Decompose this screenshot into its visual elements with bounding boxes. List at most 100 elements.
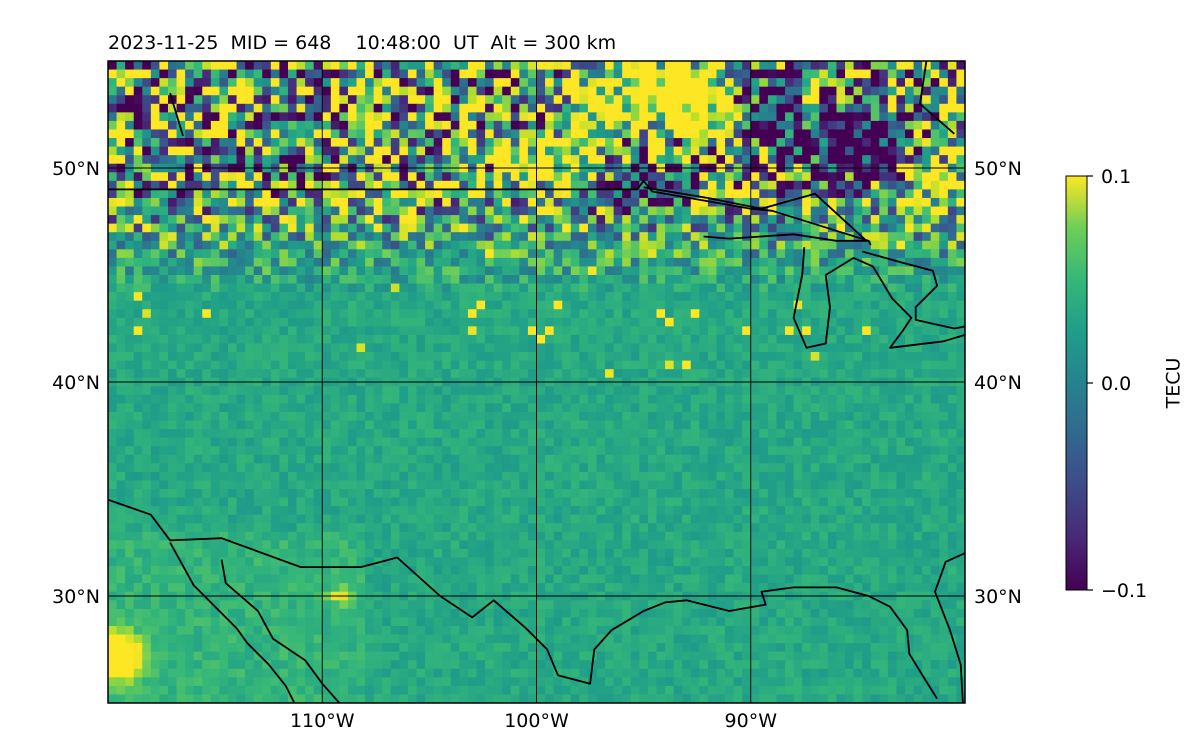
tec-cell <box>887 129 898 139</box>
tec-cell <box>416 240 426 250</box>
tec-cell <box>356 317 366 327</box>
tec-cell <box>613 215 623 225</box>
tec-cell <box>425 411 435 422</box>
tec-cell <box>725 86 735 96</box>
tec-cell <box>519 86 529 96</box>
tec-cell <box>116 420 126 430</box>
tec-cell <box>622 257 632 268</box>
tec-cell <box>810 454 820 464</box>
tec-cell <box>733 112 743 122</box>
tec-cell <box>622 360 632 370</box>
tec-cell <box>262 232 272 242</box>
tec-cell <box>862 369 872 379</box>
tec-cell <box>682 138 692 148</box>
tec-cell <box>485 172 495 182</box>
tec-cell <box>956 120 965 131</box>
tec-cell <box>707 103 718 113</box>
tec-cell <box>613 343 623 353</box>
tec-cell <box>759 249 769 259</box>
tec-cell <box>767 446 778 456</box>
tec-cell <box>776 437 786 447</box>
tec-cell <box>296 206 306 216</box>
tec-cell <box>485 95 495 105</box>
tec-cell <box>425 343 435 353</box>
tec-cell <box>785 420 795 430</box>
tec-cell <box>287 257 298 268</box>
tec-cell <box>622 454 632 464</box>
tec-cell <box>905 343 915 353</box>
tec-cell <box>836 103 846 113</box>
tec-cell <box>605 69 615 79</box>
tec-cell <box>356 78 366 88</box>
tec-cell <box>605 326 615 336</box>
tec-cell <box>347 206 358 216</box>
tec-cell <box>862 249 872 259</box>
tec-cell <box>673 446 683 456</box>
tec-cell <box>467 480 478 490</box>
tec-cell <box>845 155 855 165</box>
tec-cell <box>322 215 332 225</box>
tec-cell <box>167 394 178 404</box>
tec-cell <box>262 394 272 404</box>
tec-cell <box>630 275 640 285</box>
tec-cell <box>716 386 726 396</box>
tec-cell <box>253 386 263 396</box>
tec-cell <box>819 275 829 285</box>
tec-cell <box>570 197 580 208</box>
tec-cell <box>313 86 323 96</box>
tec-cell <box>639 300 649 310</box>
tec-cell <box>759 437 769 447</box>
tec-cell <box>416 386 426 396</box>
tec-cell <box>442 112 452 122</box>
tec-cell <box>270 420 280 430</box>
tec-cell <box>502 129 512 139</box>
tec-cell <box>116 437 126 447</box>
tec-cell <box>553 283 563 293</box>
tec-cell <box>245 197 255 208</box>
tec-cell <box>605 352 615 362</box>
tec-cell <box>142 437 152 447</box>
tec-cell <box>150 257 161 268</box>
tec-cell <box>939 429 949 439</box>
tec-cell <box>887 61 898 71</box>
tec-cell <box>913 61 923 71</box>
tec-cell <box>939 223 949 233</box>
tec-cell <box>536 129 546 139</box>
tec-cell <box>519 189 529 199</box>
tec-cell <box>862 206 872 216</box>
tec-cell <box>776 454 786 464</box>
tec-cell <box>510 326 520 336</box>
tec-cell <box>245 138 255 148</box>
tec-cell <box>913 446 923 456</box>
tec-cell <box>296 223 306 233</box>
tec-cell <box>116 275 126 285</box>
tec-cell <box>553 78 563 88</box>
tec-cell <box>622 471 632 482</box>
tec-cell <box>407 334 418 345</box>
tec-cell <box>682 300 692 310</box>
tec-cell <box>287 420 298 430</box>
tec-cell <box>870 112 880 122</box>
tec-cell <box>562 155 572 165</box>
tec-cell <box>390 61 400 71</box>
tec-cell <box>785 223 795 233</box>
tec-cell <box>116 172 126 182</box>
tec-cell <box>442 352 452 362</box>
tec-cell <box>467 129 478 139</box>
tec-cell <box>502 386 512 396</box>
tec-cell <box>527 420 538 430</box>
tec-cell <box>270 78 280 88</box>
tec-cell <box>930 309 940 319</box>
tec-cell <box>930 446 940 456</box>
tec-cell <box>699 249 709 259</box>
tec-cell <box>767 454 778 464</box>
tec-cell <box>887 403 898 413</box>
tec-cell <box>639 112 649 122</box>
tec-cell <box>510 129 520 139</box>
tec-cell <box>287 180 298 190</box>
tec-cell <box>365 369 375 379</box>
tec-cell <box>150 420 161 430</box>
tec-cell <box>467 61 478 71</box>
tec-cell <box>313 120 323 131</box>
tec-cell <box>845 240 855 250</box>
